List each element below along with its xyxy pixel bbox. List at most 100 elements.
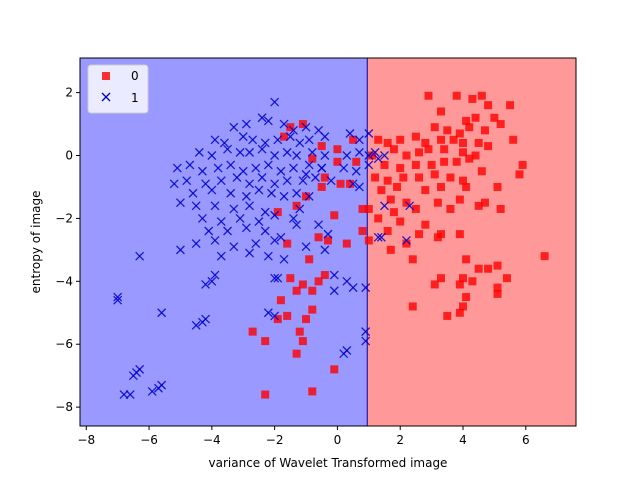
point-class-0 bbox=[408, 302, 417, 311]
y-tick-label: 2 bbox=[65, 86, 73, 100]
point-class-0 bbox=[396, 135, 405, 144]
y-tick-label: −6 bbox=[55, 337, 73, 351]
point-class-1 bbox=[292, 151, 302, 160]
point-class-1 bbox=[216, 176, 226, 186]
point-class-1 bbox=[270, 179, 280, 189]
x-tick-label: 2 bbox=[396, 433, 404, 447]
point-class-1 bbox=[210, 201, 220, 211]
point-class-1 bbox=[241, 191, 251, 201]
point-class-0 bbox=[374, 135, 383, 144]
point-class-1 bbox=[279, 191, 289, 201]
point-class-1 bbox=[345, 129, 355, 138]
point-class-0 bbox=[302, 192, 311, 201]
point-class-0 bbox=[314, 277, 323, 286]
point-class-1 bbox=[320, 151, 330, 160]
point-class-1 bbox=[310, 173, 320, 182]
point-class-0 bbox=[468, 94, 477, 103]
point-class-1 bbox=[263, 308, 273, 318]
point-class-0 bbox=[298, 337, 307, 346]
point-class-0 bbox=[430, 170, 439, 179]
point-class-1 bbox=[128, 371, 138, 381]
point-class-0 bbox=[493, 261, 502, 270]
point-class-1 bbox=[307, 147, 317, 157]
point-class-1 bbox=[257, 173, 267, 182]
point-class-0 bbox=[493, 289, 502, 298]
point-class-0 bbox=[336, 179, 345, 188]
point-class-1 bbox=[282, 176, 292, 186]
point-class-0 bbox=[471, 151, 480, 160]
point-class-1 bbox=[219, 138, 229, 148]
point-class-1 bbox=[370, 147, 380, 157]
point-class-0 bbox=[437, 182, 446, 191]
point-class-0 bbox=[333, 145, 342, 154]
point-class-0 bbox=[374, 214, 383, 223]
x-tick-label: 0 bbox=[334, 433, 342, 447]
point-class-1 bbox=[326, 176, 336, 186]
point-class-0 bbox=[389, 208, 398, 217]
point-class-0 bbox=[342, 239, 351, 248]
legend-frame bbox=[87, 64, 149, 114]
point-class-0 bbox=[358, 204, 367, 213]
point-class-0 bbox=[399, 173, 408, 182]
point-class-1 bbox=[304, 191, 314, 201]
point-class-0 bbox=[383, 176, 392, 185]
point-class-0 bbox=[465, 123, 474, 132]
point-class-0 bbox=[458, 176, 467, 185]
point-class-1 bbox=[351, 166, 361, 176]
point-class-0 bbox=[292, 286, 301, 295]
point-class-0 bbox=[446, 173, 455, 182]
point-class-0 bbox=[324, 236, 332, 245]
point-class-1 bbox=[361, 283, 371, 293]
point-class-1 bbox=[223, 144, 233, 154]
point-class-1 bbox=[317, 163, 327, 173]
class-0-region bbox=[367, 58, 576, 426]
point-class-0 bbox=[352, 157, 361, 166]
point-class-0 bbox=[248, 327, 257, 336]
point-class-1 bbox=[289, 125, 298, 135]
point-class-0 bbox=[424, 91, 433, 100]
point-class-0 bbox=[462, 293, 471, 302]
point-class-1 bbox=[279, 254, 289, 264]
point-class-0 bbox=[317, 182, 326, 191]
point-class-1 bbox=[301, 242, 311, 252]
point-class-1 bbox=[254, 185, 264, 195]
y-tick-label: −2 bbox=[55, 211, 73, 225]
point-class-1 bbox=[204, 226, 214, 236]
point-class-0 bbox=[474, 201, 483, 210]
point-class-0 bbox=[283, 311, 292, 320]
y-axis: −8 −6 −4 −2 0 2 bbox=[55, 86, 80, 414]
point-class-1 bbox=[254, 217, 264, 227]
point-class-0 bbox=[449, 135, 458, 144]
legend: 0 1 bbox=[87, 64, 149, 114]
point-class-0 bbox=[389, 145, 398, 154]
point-class-1 bbox=[197, 166, 207, 176]
point-class-0 bbox=[477, 167, 486, 176]
point-class-1 bbox=[154, 383, 163, 393]
x-tick-label: −2 bbox=[266, 433, 284, 447]
point-class-0 bbox=[386, 245, 395, 254]
point-class-1 bbox=[354, 135, 364, 145]
point-class-0 bbox=[330, 211, 339, 220]
plot-frame bbox=[79, 57, 577, 427]
point-class-1 bbox=[241, 223, 251, 233]
point-class-0 bbox=[502, 274, 511, 283]
point-class-1 bbox=[210, 270, 220, 280]
point-class-1 bbox=[292, 220, 302, 230]
point-class-1 bbox=[267, 188, 276, 198]
point-class-0 bbox=[283, 239, 292, 248]
point-class-1 bbox=[279, 119, 289, 129]
point-class-0 bbox=[493, 182, 502, 191]
point-class-1 bbox=[191, 320, 201, 330]
point-class-0 bbox=[402, 151, 411, 160]
point-class-0 bbox=[452, 157, 461, 166]
point-class-1 bbox=[216, 217, 226, 227]
point-class-1 bbox=[402, 235, 411, 245]
point-class-0 bbox=[302, 315, 311, 324]
point-class-0 bbox=[314, 233, 323, 242]
point-class-0 bbox=[308, 305, 317, 314]
x-axis-label: variance of Wavelet Transformed image bbox=[209, 456, 448, 470]
point-class-0 bbox=[540, 252, 549, 261]
point-class-1 bbox=[135, 251, 145, 261]
point-class-1 bbox=[354, 182, 364, 192]
point-class-0 bbox=[393, 182, 402, 191]
